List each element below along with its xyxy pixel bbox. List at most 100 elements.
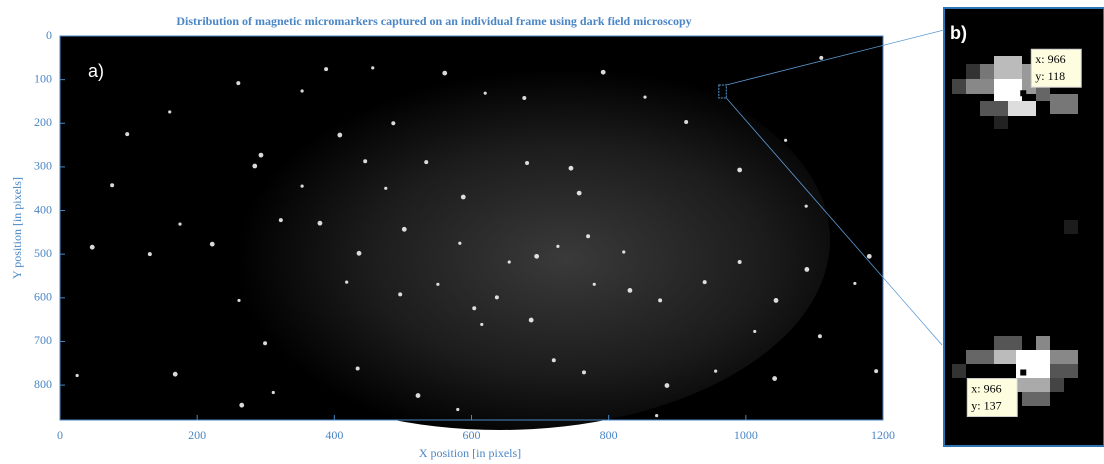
marker-spot [581, 370, 586, 375]
marker-spot [424, 160, 429, 165]
y-tick-label: 400 [34, 202, 52, 216]
marker-spot [507, 260, 511, 264]
x-tick-label: 200 [188, 428, 206, 442]
marker-spot [600, 69, 606, 75]
connector [725, 97, 943, 346]
marker-spot [480, 322, 484, 327]
marker-spot [853, 281, 857, 286]
marker-spot [627, 288, 633, 293]
x-tick-label: 1200 [871, 428, 895, 442]
marker-spot [460, 194, 466, 200]
y-tick-label: 500 [34, 246, 52, 260]
marker-spot [436, 282, 440, 286]
marker-spot [384, 186, 388, 190]
marker-spot [592, 282, 596, 286]
marker-spot [300, 89, 304, 93]
y-tick-label: 600 [34, 290, 52, 304]
y-axis-label: Y position [in pixels] [10, 177, 24, 279]
y-tick-label: 0 [46, 28, 52, 42]
marker-spot [89, 244, 95, 250]
marker-spot [147, 252, 152, 257]
x-tick-label: 0 [57, 428, 63, 442]
x-tick-label: 1000 [734, 428, 758, 442]
marker-spot [278, 218, 283, 223]
x-tick-label: 600 [463, 428, 481, 442]
marker-spot [324, 67, 329, 72]
marker-spot [556, 244, 560, 248]
datatip-box [1030, 48, 1082, 88]
marker-spot [209, 241, 215, 247]
marker-spot [110, 183, 115, 188]
marker-spot [125, 132, 130, 137]
marker-spot [172, 371, 178, 377]
panel-label: a) [88, 61, 104, 81]
marker-spot [363, 159, 368, 164]
marker-spot [263, 341, 268, 346]
marker-spot [239, 402, 245, 408]
marker-spot [714, 369, 718, 373]
marker-spot [702, 280, 707, 285]
marker-spot [75, 373, 79, 378]
marker-spot [355, 366, 360, 371]
y-tick-label: 200 [34, 115, 52, 129]
marker-spot [622, 250, 626, 254]
marker-spot [415, 393, 421, 398]
marker-spot [458, 241, 462, 245]
marker-spot [586, 234, 591, 239]
marker-spot [551, 358, 556, 363]
image-glow [170, 50, 830, 430]
marker-spot [655, 414, 659, 418]
marker-spot [528, 317, 534, 323]
datatip-box [966, 378, 1018, 418]
marker-spot [784, 138, 788, 142]
marker-spot [753, 329, 757, 334]
marker-spot [237, 298, 241, 303]
marker-spot [345, 280, 349, 284]
marker-spot [401, 226, 407, 232]
datatip-x: x: 966 [971, 381, 1001, 395]
datatip-marker [1020, 90, 1027, 97]
marker-spot [773, 298, 779, 303]
panel-label: b) [950, 23, 967, 43]
zoom-box [718, 84, 727, 99]
marker-spot [684, 119, 689, 124]
connector [726, 29, 945, 86]
marker-spot [525, 160, 530, 165]
marker-spot [258, 152, 264, 158]
marker-spot [398, 292, 403, 297]
marker-spot [772, 376, 778, 381]
y-tick-label: 100 [34, 71, 52, 85]
marker-spot [804, 267, 810, 272]
x-tick-label: 800 [600, 428, 618, 442]
datatip-y: y: 118 [1035, 69, 1065, 83]
marker-spot [658, 298, 663, 303]
y-tick-label: 800 [34, 377, 52, 391]
chart-title: Distribution of magnetic micromarkers ca… [176, 14, 691, 28]
marker-spot [236, 81, 241, 86]
marker-spot [472, 306, 477, 311]
marker-spot [371, 66, 375, 70]
marker-spot [866, 253, 872, 259]
marker-spot [664, 383, 670, 388]
marker-spot [483, 91, 487, 95]
datatip-y: y: 137 [971, 398, 1001, 412]
marker-spot [804, 204, 808, 208]
y-tick-label: 300 [34, 159, 52, 173]
marker-spot [737, 167, 743, 173]
marker-spot [534, 253, 540, 259]
marker-spot [442, 70, 448, 76]
marker-spot [568, 165, 574, 171]
marker-spot [391, 121, 396, 126]
marker-spot [737, 260, 742, 265]
marker-spot [178, 222, 182, 226]
datatip-x: x: 966 [1035, 52, 1065, 66]
datatip-marker [1020, 369, 1027, 376]
x-tick-label: 400 [325, 428, 343, 442]
marker-spot [819, 55, 824, 60]
marker-spot [817, 334, 822, 339]
marker-spot [356, 250, 362, 256]
marker-spot [522, 95, 527, 100]
inset-pixels [952, 56, 1078, 406]
marker-spot [494, 295, 499, 300]
